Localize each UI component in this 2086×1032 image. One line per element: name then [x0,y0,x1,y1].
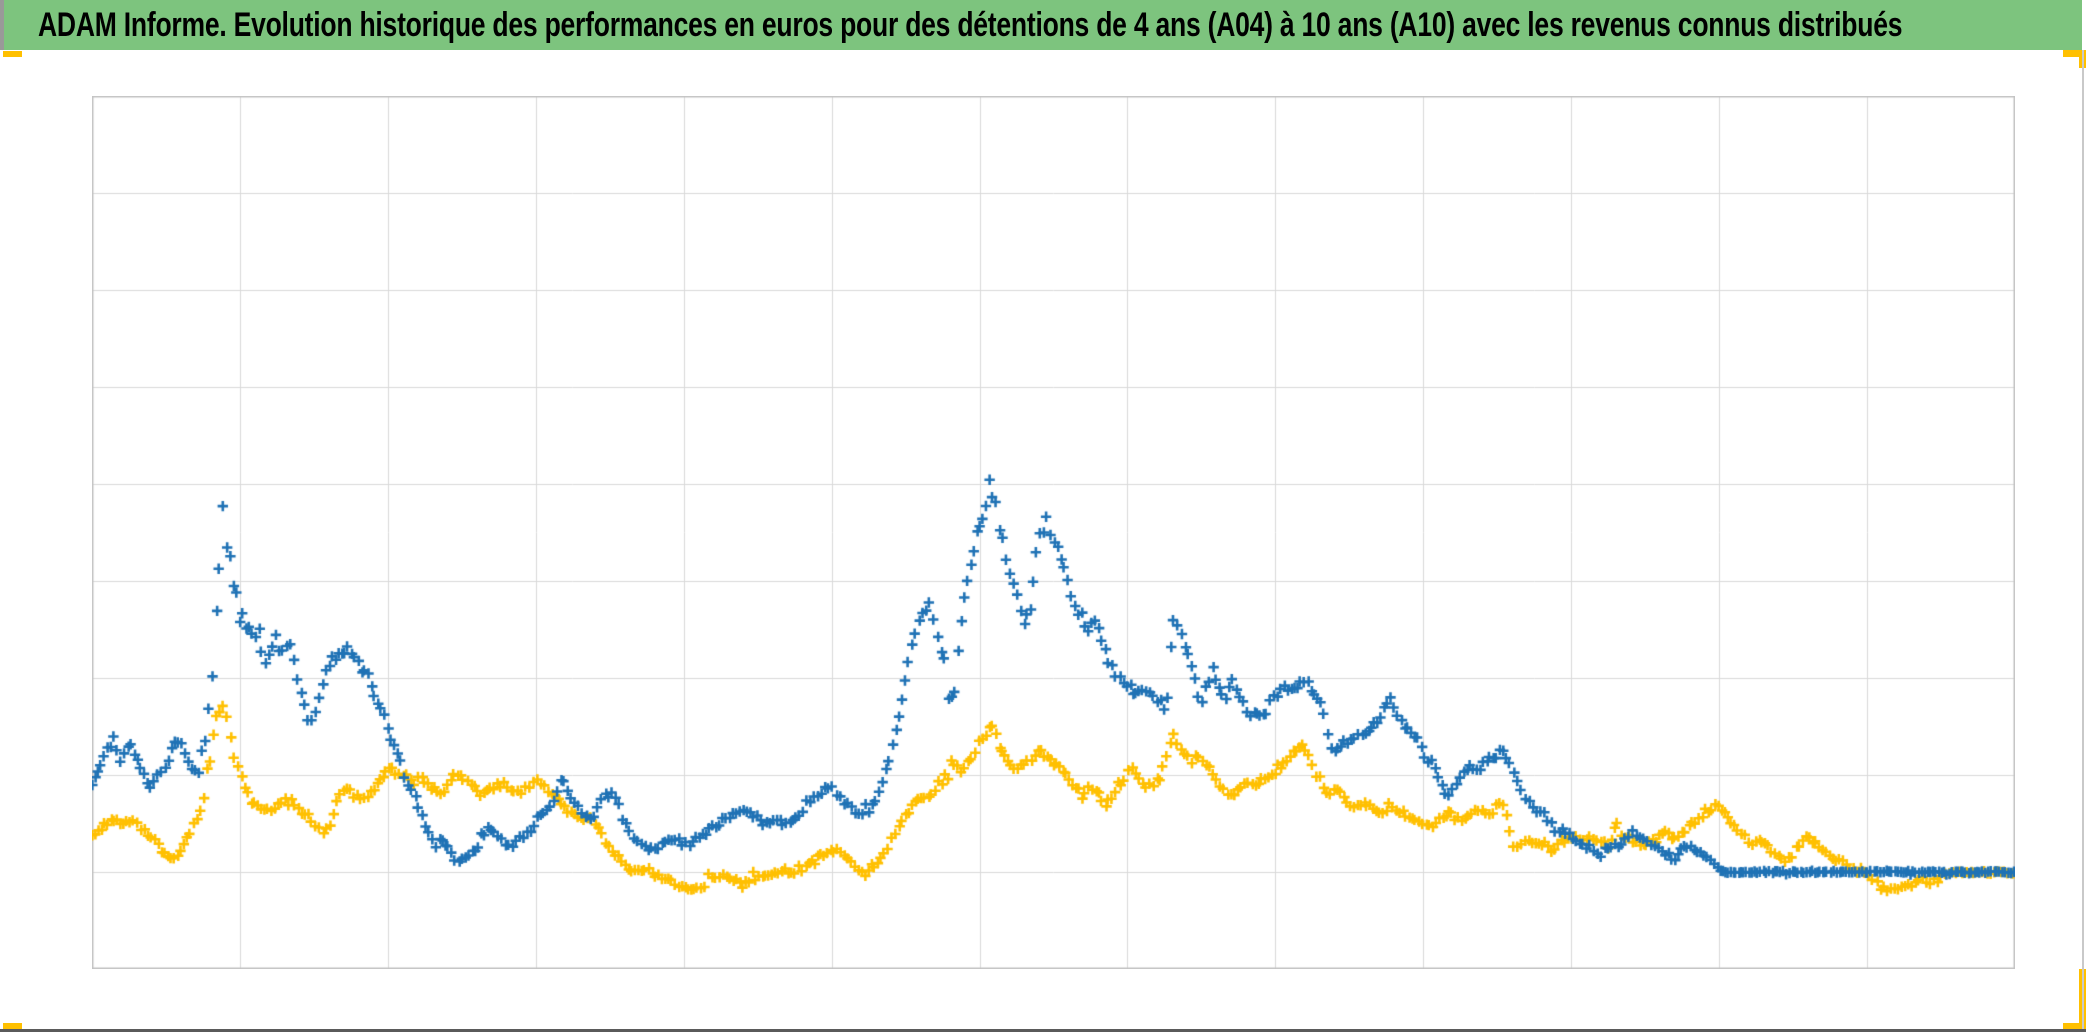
title-bar: ADAM Informe. Evolution historique des p… [4,0,2082,50]
bottom-edge-line [0,1029,2086,1032]
corner-accent-top-right-horizontal [2063,50,2086,57]
corner-accent-top-left [3,51,22,57]
page-title: ADAM Informe. Evolution historique des p… [38,6,1903,44]
corner-accent-bottom-left [3,1023,22,1030]
right-edge-line [2082,50,2084,1030]
left-edge-strip [0,0,4,50]
chart-area [92,96,2015,969]
corner-accent-bottom-right-horizontal [2063,1023,2086,1030]
performance-scatter-chart [92,96,2015,969]
